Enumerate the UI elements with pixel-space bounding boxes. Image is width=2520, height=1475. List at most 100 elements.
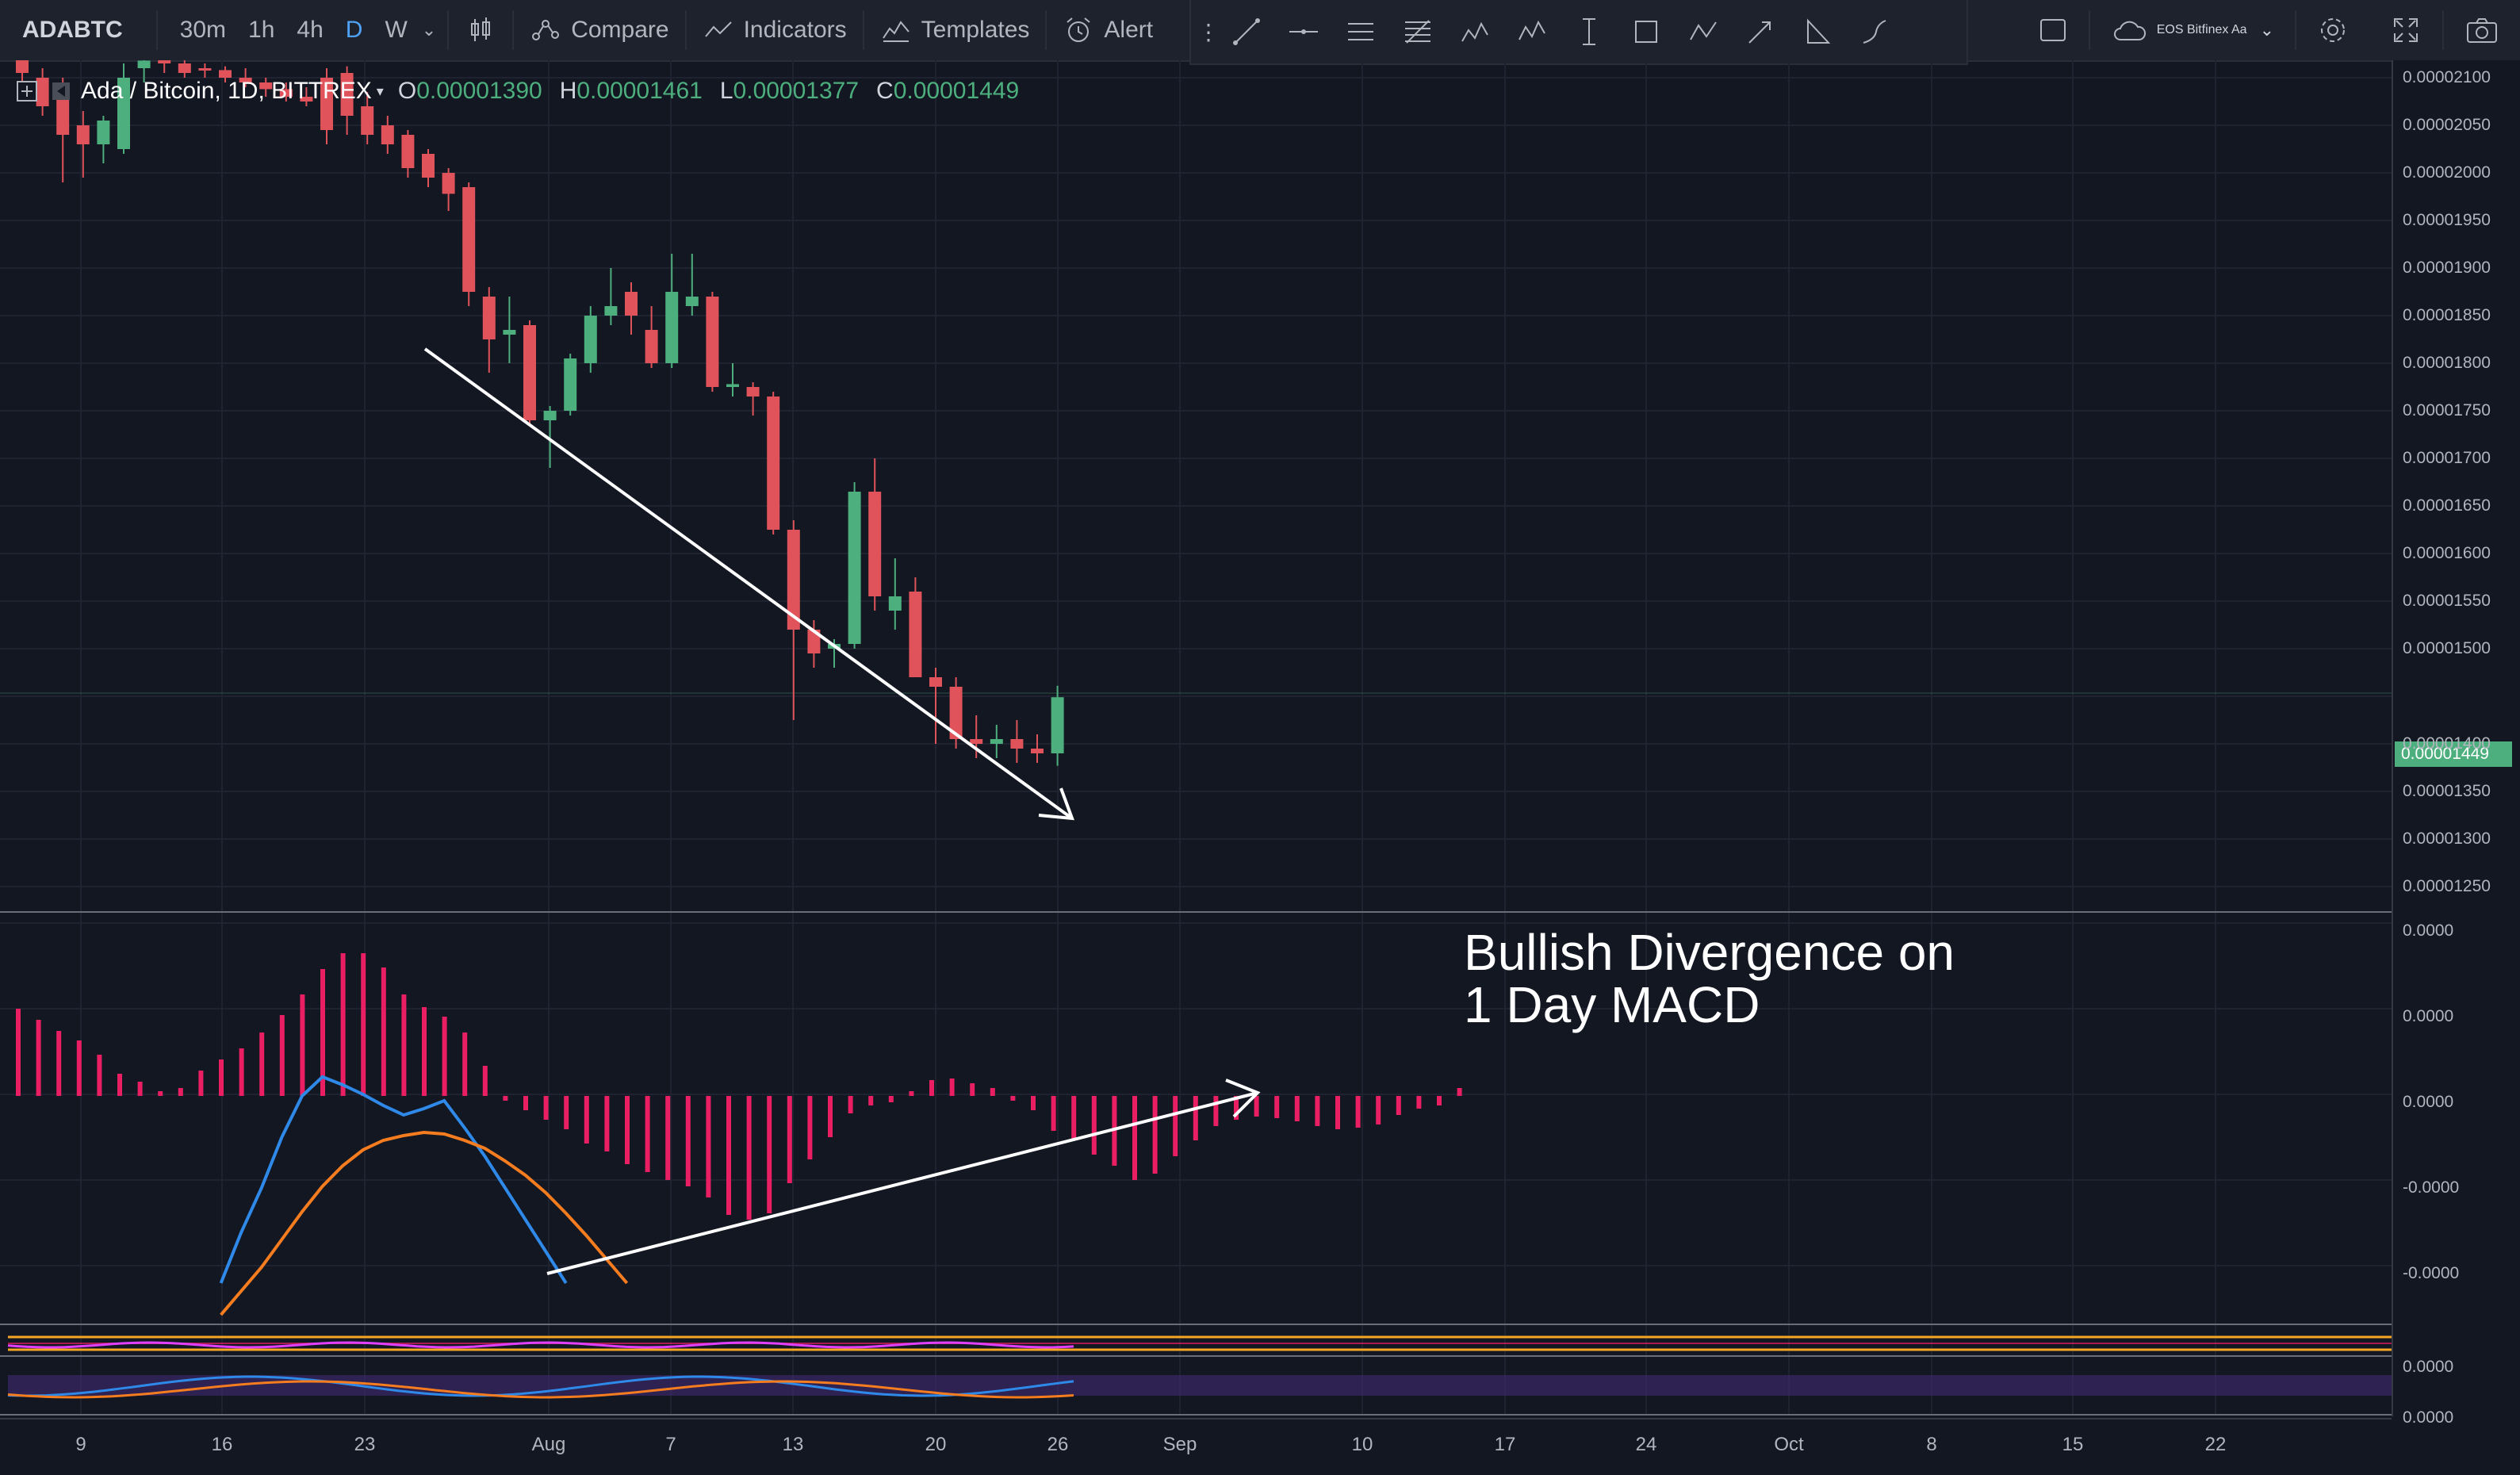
channel-icon: [1348, 23, 1373, 40]
candle-body: [401, 135, 415, 168]
plus-square-icon[interactable]: [16, 80, 38, 102]
triangle-tool[interactable]: [1789, 2, 1846, 62]
chart-type-button[interactable]: [449, 0, 512, 60]
macd-histogram-bar: [239, 1048, 244, 1096]
macd-axis-label: -0.0000: [2403, 1264, 2460, 1282]
candle-body: [746, 387, 760, 397]
macd-histogram-bar: [198, 1071, 204, 1096]
arrow-tool[interactable]: [1732, 2, 1789, 62]
divergence-annotation[interactable]: Bullish Divergence on 1 Day MACD: [1464, 926, 1955, 1031]
candle-body: [929, 677, 942, 687]
candle-body: [239, 78, 252, 82]
macd-up-arrow[interactable]: [546, 1078, 1261, 1275]
macd-histogram-bar: [1091, 1096, 1097, 1155]
chevron-down-icon[interactable]: ⌄: [421, 20, 437, 40]
toolbar-divider: [862, 10, 864, 50]
interval-1w[interactable]: W: [385, 17, 408, 43]
fullscreen-box-button[interactable]: [2017, 0, 2089, 60]
drag-handle-icon[interactable]: ⋮: [1197, 19, 1220, 44]
indicators-button[interactable]: Indicators: [687, 0, 863, 60]
collapse-icon[interactable]: [51, 81, 71, 102]
candle-body: [219, 70, 232, 78]
price-label: 0.00001550: [2403, 592, 2491, 610]
pattern-icon: [1461, 21, 1488, 42]
candle-body: [523, 325, 536, 420]
price-axis[interactable]: 0.00002100 0.00002050 0.00002000 0.00001…: [2392, 60, 2520, 1427]
interval-1d[interactable]: D: [345, 17, 363, 43]
chevron-down-icon[interactable]: ▾: [376, 82, 384, 99]
candle-body: [137, 60, 151, 68]
toolbar-divider: [684, 10, 687, 50]
rectangle-tool[interactable]: [1618, 2, 1675, 62]
toolbar-divider: [447, 10, 450, 50]
candle-body: [665, 292, 679, 363]
candle: [929, 668, 942, 744]
macd-histogram-bar: [340, 953, 346, 1096]
fullscreen-button[interactable]: [2369, 0, 2442, 60]
candle-body: [625, 292, 638, 316]
macd-histogram-bar: [1254, 1096, 1259, 1117]
macd-histogram-bar: [929, 1080, 934, 1096]
xabcd-pattern-tool[interactable]: [1446, 2, 1503, 62]
interval-4h[interactable]: 4h: [297, 17, 324, 43]
macd-pane: [16, 953, 1462, 1316]
time-axis[interactable]: 9 16 23 Aug 7 13 20 26 Sep 10 17 24 Oct …: [0, 1418, 2392, 1475]
layout-selector[interactable]: EOS Bitfinex Aa ⌄: [2090, 0, 2295, 60]
date-range-tool[interactable]: [1561, 2, 1618, 62]
horizontal-ray-tool[interactable]: [1275, 2, 1332, 62]
macd-axis-label: 0.0000: [2403, 921, 2454, 940]
expand-icon: [2394, 18, 2418, 42]
candle-body: [726, 384, 739, 387]
abcd-pattern-tool[interactable]: [1675, 2, 1732, 62]
candle: [198, 63, 212, 78]
elliott-wave-tool[interactable]: [1503, 2, 1561, 62]
alert-button[interactable]: Alert: [1047, 0, 1169, 60]
curve-tool[interactable]: [1846, 2, 1903, 62]
macd-histogram-bar: [219, 1059, 224, 1096]
candle: [990, 725, 1003, 758]
time-label: 7: [665, 1434, 676, 1455]
price-label: 0.00001350: [2403, 782, 2491, 800]
toolbar-divider: [155, 10, 158, 50]
time-label: 13: [782, 1434, 804, 1455]
time-label: 24: [1635, 1434, 1657, 1455]
interval-30m[interactable]: 30m: [179, 17, 227, 43]
fib-retracement-tool[interactable]: [1389, 2, 1446, 62]
camera-icon: [2467, 18, 2497, 43]
time-label: 10: [1351, 1434, 1373, 1455]
symbol-search[interactable]: ADABTC: [22, 17, 123, 43]
candle-body: [482, 297, 496, 339]
chart-canvas[interactable]: [0, 60, 2392, 1418]
price-down-arrow[interactable]: [423, 347, 1074, 821]
candle-body: [178, 63, 191, 73]
macd-histogram-bar: [1031, 1096, 1036, 1110]
wave-icon: [1519, 20, 1545, 40]
interval-1h[interactable]: 1h: [248, 17, 275, 43]
time-label: 16: [211, 1434, 233, 1455]
candle-body: [503, 330, 516, 335]
alarm-clock-icon: [1067, 17, 1091, 42]
candle: [564, 354, 577, 416]
parallel-channel-tool[interactable]: [1332, 2, 1389, 62]
macd-histogram-bar: [1234, 1096, 1239, 1120]
candle-body: [361, 106, 374, 135]
settings-button[interactable]: [2296, 0, 2369, 60]
macd-histogram-bar: [888, 1096, 894, 1102]
candle-body: [56, 97, 70, 135]
price-label: 0.00001650: [2403, 496, 2491, 515]
compare-button[interactable]: Compare: [514, 0, 684, 60]
macd-histogram-bar: [1152, 1096, 1158, 1174]
candle-body: [685, 297, 699, 306]
toolbar-divider: [2295, 10, 2296, 50]
time-label: 26: [1047, 1434, 1069, 1455]
candle-body: [76, 125, 90, 144]
snapshot-button[interactable]: [2444, 0, 2520, 60]
candle-body: [888, 596, 902, 611]
oscillator-panes: [7, 1335, 2392, 1399]
candle-body: [787, 530, 800, 630]
trend-line-tool[interactable]: [1218, 2, 1275, 62]
templates-button[interactable]: Templates: [864, 0, 1046, 60]
legend-title[interactable]: Ada / Bitcoin, 1D, BITTREX: [81, 78, 372, 104]
macd-histogram-bar: [279, 1015, 285, 1096]
candle: [442, 168, 455, 211]
